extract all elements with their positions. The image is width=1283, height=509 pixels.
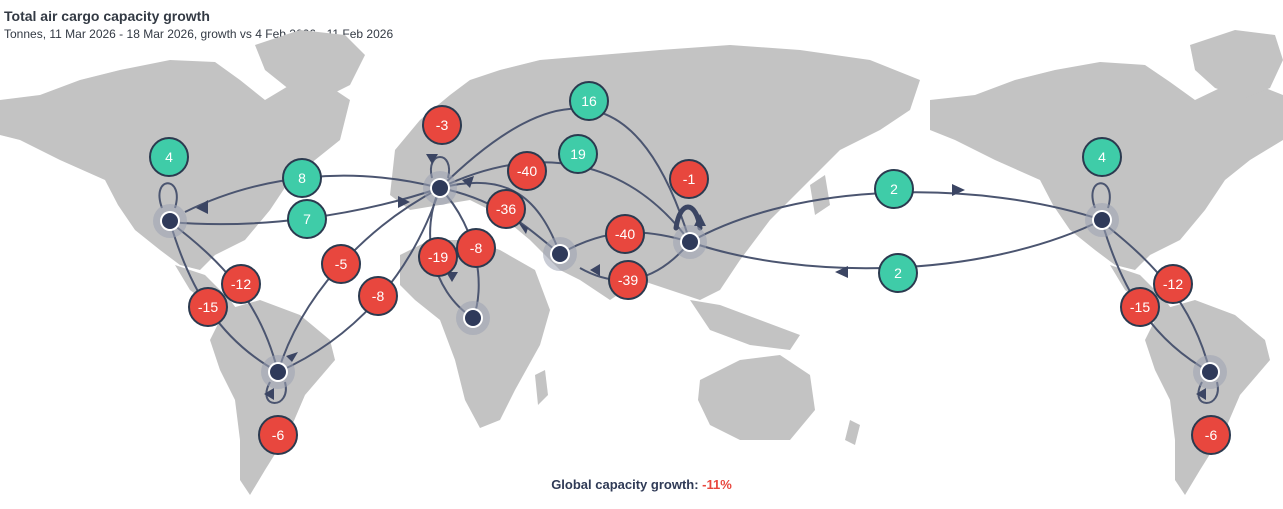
svg-text:16: 16 [581, 93, 597, 109]
svg-text:-12: -12 [1163, 276, 1183, 292]
svg-text:-8: -8 [470, 240, 483, 256]
arrow-ap-to-eu [462, 176, 474, 188]
global-growth-summary: Global capacity growth: -11% [0, 477, 1283, 492]
badge-na-intra[interactable]: 4 [149, 137, 189, 177]
svg-text:-36: -36 [496, 201, 516, 217]
svg-text:-15: -15 [198, 299, 218, 315]
arrow-na-to-ap [835, 266, 848, 278]
svg-text:-19: -19 [428, 249, 448, 265]
svg-text:8: 8 [298, 170, 306, 186]
land-new-zealand [845, 420, 860, 445]
svg-text:-5: -5 [335, 256, 348, 272]
svg-text:-40: -40 [517, 163, 537, 179]
badge-sa-intra-repeat[interactable]: -6 [1191, 415, 1231, 455]
badge-eu-to-sa[interactable]: -8 [358, 276, 398, 316]
badge-eu-to-na[interactable]: 8 [282, 158, 322, 198]
land-japan [810, 175, 830, 215]
svg-text:19: 19 [570, 146, 586, 162]
arrow-ap-to-na [952, 184, 965, 196]
badge-eu-to-ap[interactable]: 19 [558, 134, 598, 174]
land-eurasia [390, 45, 920, 300]
svg-text:-6: -6 [272, 427, 285, 443]
svg-text:4: 4 [165, 149, 173, 165]
route-eu-intra [429, 156, 451, 179]
hub-north-america-repeat[interactable] [1085, 203, 1119, 237]
route-lines [158, 107, 1219, 404]
global-growth-value: -11% [702, 477, 732, 492]
flow-badges: 4 8 7 -3 16 19 -40 -36 -1 2 2 [149, 81, 1231, 455]
badge-na-to-sa-repeat[interactable]: -15 [1120, 287, 1160, 327]
landmass [0, 30, 1283, 495]
arrow-eu-to-me [518, 222, 528, 234]
route-na-intra-repeat [1091, 182, 1111, 209]
badge-eu-to-af[interactable]: -8 [456, 228, 496, 268]
arrow-ap-intra [694, 214, 706, 226]
arrow-sa-intra-repeat [1196, 388, 1206, 400]
arrow-ap-to-me [590, 264, 600, 276]
land-greenland-repeat [1190, 30, 1283, 98]
badge-me-to-eu[interactable]: -40 [507, 151, 547, 191]
arrow-eu-to-af [446, 272, 458, 282]
global-growth-label: Global capacity growth: [551, 477, 699, 492]
svg-text:-8: -8 [372, 288, 385, 304]
badge-sa-intra[interactable]: -6 [258, 415, 298, 455]
hub-asia-pacific[interactable] [673, 225, 707, 259]
svg-text:7: 7 [303, 211, 311, 227]
badge-ap-to-na[interactable]: 2 [874, 169, 914, 209]
badge-ap-to-me[interactable]: -39 [608, 260, 648, 300]
badge-ap-to-eu[interactable]: 16 [569, 81, 609, 121]
svg-text:-15: -15 [1130, 299, 1150, 315]
hub-europe[interactable] [423, 171, 457, 205]
svg-text:4: 4 [1098, 149, 1106, 165]
badge-na-intra-repeat[interactable]: 4 [1082, 137, 1122, 177]
land-madagascar [535, 370, 548, 405]
badge-ap-intra[interactable]: -1 [669, 159, 709, 199]
land-southeast-asia [690, 300, 800, 350]
arrow-eu-to-sa [286, 352, 298, 362]
arrow-eu-intra [426, 154, 438, 164]
land-greenland [255, 30, 365, 100]
hub-north-america[interactable] [153, 204, 187, 238]
hub-africa[interactable] [456, 301, 490, 335]
badge-na-to-ap[interactable]: 2 [878, 253, 918, 293]
badge-af-to-eu[interactable]: -19 [418, 237, 458, 277]
hub-south-america-repeat[interactable] [1193, 355, 1227, 389]
route-na-intra [158, 182, 178, 209]
hubs [153, 171, 1227, 389]
badge-eu-intra[interactable]: -3 [422, 105, 462, 145]
badge-sa-to-na[interactable]: -12 [221, 264, 261, 304]
arrow-na-to-eu [398, 196, 410, 208]
svg-text:-12: -12 [231, 276, 251, 292]
land-south-america-repeat [1145, 300, 1270, 495]
page-title: Total air cargo capacity growth [4, 8, 210, 24]
svg-text:-39: -39 [618, 272, 638, 288]
svg-text:2: 2 [890, 181, 898, 197]
arrow-sa-intra [264, 388, 274, 400]
badge-sa-to-eu[interactable]: -5 [321, 244, 361, 284]
badge-me-to-ap[interactable]: -40 [605, 214, 645, 254]
hub-middle-east[interactable] [543, 237, 577, 271]
svg-text:-1: -1 [683, 171, 696, 187]
route-sa-intra [265, 381, 287, 404]
badge-sa-to-na-repeat[interactable]: -12 [1153, 264, 1193, 304]
badge-eu-to-me[interactable]: -36 [486, 189, 526, 229]
badge-na-to-eu[interactable]: 7 [287, 199, 327, 239]
svg-text:2: 2 [894, 265, 902, 281]
land-australia [698, 355, 815, 440]
route-arrows [196, 154, 1206, 400]
hub-south-america[interactable] [261, 355, 295, 389]
arrow-eu-to-na [196, 200, 208, 214]
badge-na-to-sa[interactable]: -15 [188, 287, 228, 327]
svg-text:-6: -6 [1205, 427, 1218, 443]
svg-text:-3: -3 [436, 117, 449, 133]
svg-text:-40: -40 [615, 226, 635, 242]
route-sa-intra-repeat [1197, 381, 1219, 404]
